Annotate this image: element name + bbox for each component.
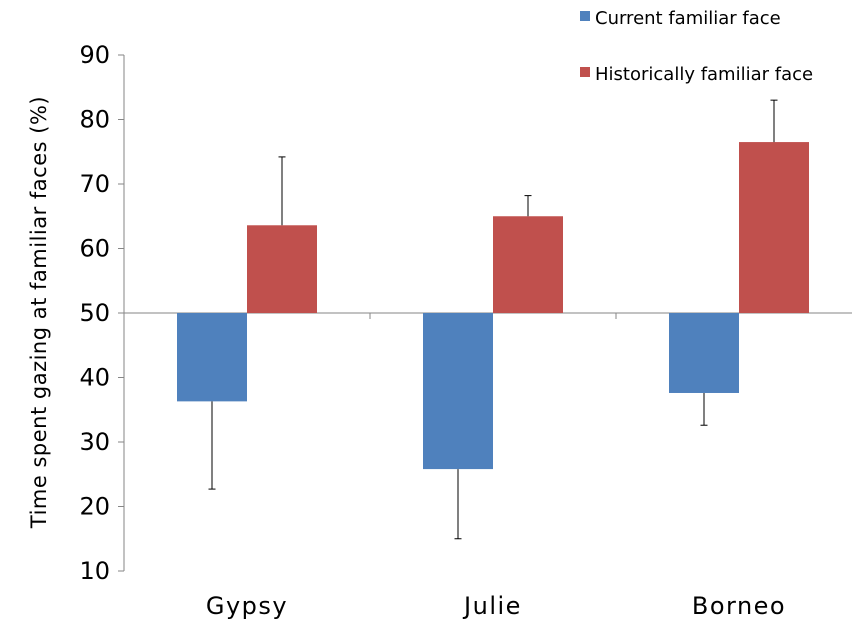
- y-tick-label: 10: [79, 557, 110, 585]
- y-tick-label: 20: [79, 493, 110, 521]
- bar-julie-historical: [493, 216, 563, 313]
- y-tick-label: 90: [79, 41, 110, 69]
- y-tick-label: 40: [79, 364, 110, 392]
- y-tick-label: 80: [79, 106, 110, 134]
- legend-swatch-historical: [580, 67, 590, 77]
- bar-borneo-current: [669, 313, 739, 393]
- bar-gypsy-historical: [247, 225, 317, 313]
- y-tick-label: 70: [79, 170, 110, 198]
- legend-label-current: Current familiar face: [595, 8, 781, 29]
- y-tick-label: 60: [79, 235, 110, 263]
- labels-layer: 10 20 30 40 50 60 70 80 90 Gypsy Julie Borneo: [79, 41, 786, 620]
- bar-julie-current: [423, 313, 493, 470]
- y-tick-label: 50: [79, 299, 110, 327]
- legend-swatch-current: [580, 11, 590, 21]
- bar-borneo-historical: [739, 142, 809, 313]
- bar-gypsy-current: [177, 313, 247, 402]
- error-bars-layer: [208, 99, 778, 540]
- x-category-label: Gypsy: [206, 592, 288, 620]
- bars-layer: [177, 142, 809, 470]
- legend: Current familiar face Historically famil…: [580, 8, 813, 85]
- x-category-label: Borneo: [692, 592, 786, 620]
- y-axis-label: Time spent gazing at familiar faces (%): [27, 96, 51, 529]
- y-tick-label: 30: [79, 428, 110, 456]
- legend-label-historical: Historically familiar face: [595, 64, 813, 85]
- x-category-label: Julie: [462, 592, 522, 620]
